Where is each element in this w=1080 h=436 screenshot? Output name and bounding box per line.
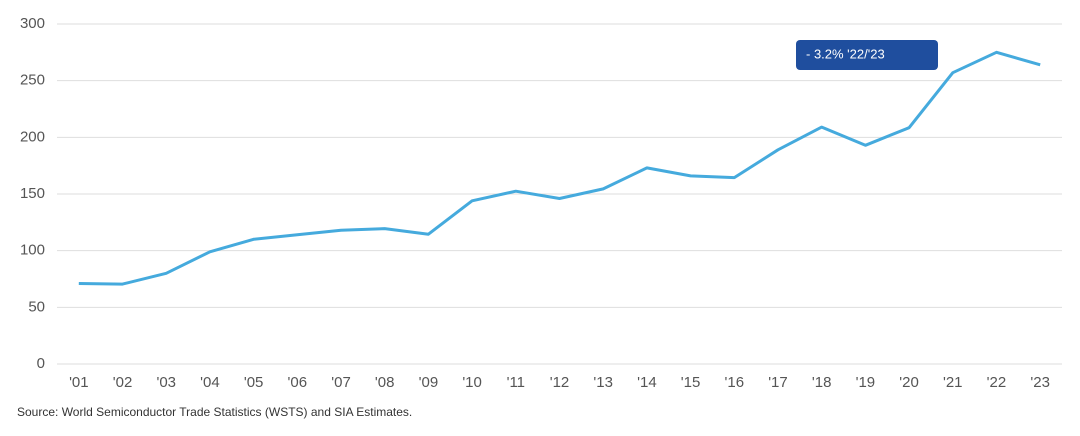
annotation: - 3.2% '22/'23 [806, 46, 885, 61]
x-tick-label: '05 [244, 374, 264, 391]
source: Source: World Semiconductor Trade Statis… [17, 405, 412, 419]
y-tick-label: 100 [20, 242, 45, 259]
x-tick-label: '09 [419, 374, 439, 391]
x-tick-label: '03 [156, 374, 176, 391]
x-tick-label: '23 [1030, 374, 1050, 391]
x-tick-label: '22 [987, 374, 1007, 391]
x-tick-label: '08 [375, 374, 395, 391]
y-tick-label: 300 [20, 15, 45, 32]
x-tick-label: '20 [899, 374, 919, 391]
line [78, 50, 1041, 286]
x-tick-label: '13 [593, 374, 613, 391]
x-tick-label: '02 [113, 374, 133, 391]
annotation-box [796, 40, 938, 70]
x-tick-label: '17 [768, 374, 788, 391]
x-tick-label: '18 [812, 374, 832, 391]
y-tick-label: 250 [20, 72, 45, 89]
y-tick-label: 50 [28, 298, 45, 315]
x-tick-label: '06 [288, 374, 308, 391]
x-tick-label: '10 [462, 374, 482, 391]
x-tick-label: '01 [69, 374, 89, 391]
y-tick-label: 200 [20, 128, 45, 145]
x-tick-label: '07 [331, 374, 351, 391]
x-tick-label: '11 [507, 374, 525, 391]
x-tick-label: '21 [943, 374, 963, 391]
x-tick-label: '04 [200, 374, 220, 391]
x-tick-label: '19 [856, 374, 876, 391]
x-tick-label: '14 [637, 374, 657, 391]
x-tick-label: '16 [725, 374, 745, 391]
y-tick-label: 150 [20, 185, 45, 202]
y-tick-label: 0 [37, 355, 45, 372]
x-tick-label: '12 [550, 374, 570, 391]
x-tick-label: '15 [681, 374, 701, 391]
